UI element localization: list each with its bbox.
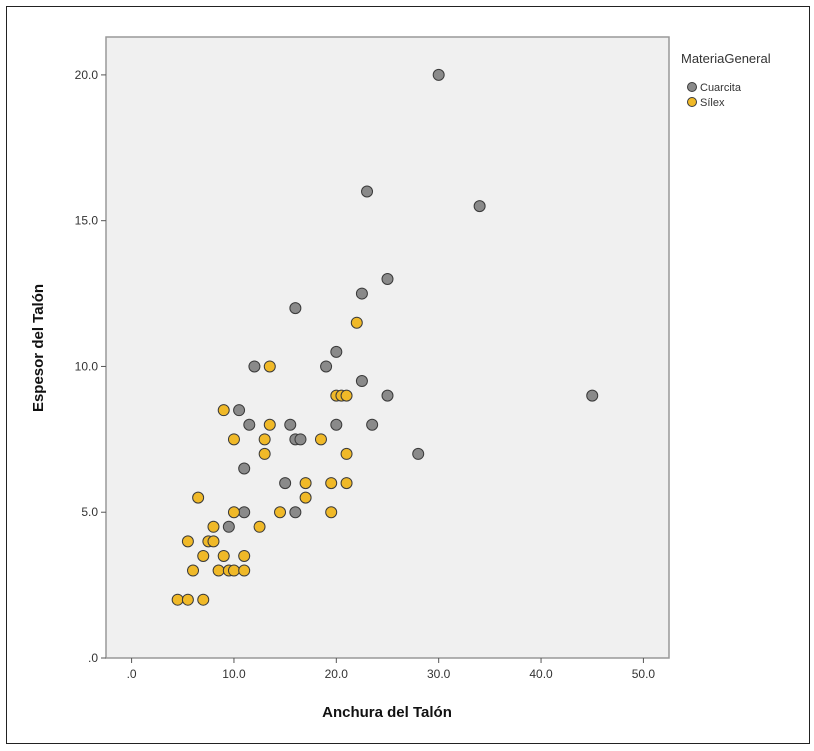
- point-cuarcita: [361, 185, 374, 198]
- point-cuarcita: [294, 433, 307, 446]
- point-silex: [258, 433, 271, 446]
- point-silex: [299, 491, 312, 504]
- point-silex: [187, 564, 200, 577]
- point-silex: [238, 549, 251, 562]
- point-silex: [207, 520, 220, 533]
- plot-area: [105, 36, 670, 659]
- legend-marker: [687, 82, 697, 92]
- point-silex: [227, 564, 240, 577]
- point-silex: [325, 506, 338, 519]
- point-silex: [274, 506, 287, 519]
- point-silex: [217, 404, 230, 417]
- y-tick-label: 15.0: [75, 214, 99, 228]
- point-cuarcita: [289, 506, 302, 519]
- point-silex: [238, 564, 251, 577]
- x-tick-label: 30.0: [427, 667, 451, 681]
- point-cuarcita: [330, 418, 343, 431]
- point-silex: [207, 535, 220, 548]
- point-silex: [263, 360, 276, 373]
- legend-items: Cuarcita Sílex: [687, 82, 742, 109]
- y-tick-label: 10.0: [75, 359, 99, 373]
- point-cuarcita: [279, 477, 292, 490]
- point-silex: [181, 593, 194, 606]
- point-silex: [197, 593, 210, 606]
- point-silex: [258, 447, 271, 460]
- point-cuarcita: [412, 447, 425, 460]
- point-cuarcita: [355, 287, 368, 300]
- point-cuarcita: [222, 520, 235, 533]
- point-silex: [253, 520, 266, 533]
- point-silex: [314, 433, 327, 446]
- point-silex: [217, 549, 230, 562]
- point-cuarcita: [284, 418, 297, 431]
- point-cuarcita: [355, 375, 368, 388]
- point-cuarcita: [233, 404, 246, 417]
- x-axis-title: Anchura del Talón: [322, 704, 452, 721]
- point-silex: [340, 447, 353, 460]
- point-silex: [340, 477, 353, 490]
- legend-title: MateriaGeneral: [681, 51, 771, 66]
- scatter-chart: Espesor del Talón Anchura del Talón .0 10…: [30, 36, 771, 721]
- point-silex: [325, 477, 338, 490]
- axis-ticks: .0 10.0 20.0 30.0 40.0 50.0 .0 5.0 10.0 15.0 20.0: [75, 68, 656, 681]
- point-cuarcita: [473, 200, 486, 213]
- y-tick-label: 20.0: [75, 68, 99, 82]
- point-silex: [227, 506, 240, 519]
- legend: MateriaGeneral Cuarcita Sílex: [681, 51, 771, 109]
- point-cuarcita: [238, 462, 251, 475]
- point-cuarcita: [289, 302, 302, 315]
- chart-frame: Espesor del Talón Anchura del Talón .0 10…: [6, 6, 810, 744]
- x-tick-label: .0: [127, 667, 137, 681]
- y-tick-label: .0: [88, 651, 98, 665]
- point-cuarcita: [248, 360, 261, 373]
- point-silex: [197, 549, 210, 562]
- point-silex: [350, 316, 363, 329]
- legend-label: Sílex: [700, 97, 725, 109]
- point-silex: [192, 491, 205, 504]
- point-cuarcita: [586, 389, 599, 402]
- point-cuarcita: [243, 418, 256, 431]
- point-silex: [263, 418, 276, 431]
- point-silex: [181, 535, 194, 548]
- point-cuarcita: [381, 272, 394, 285]
- legend-label: Cuarcita: [700, 82, 742, 94]
- point-silex: [227, 433, 240, 446]
- y-tick-label: 5.0: [81, 505, 98, 519]
- data-points: [171, 68, 599, 606]
- point-cuarcita: [238, 506, 251, 519]
- point-cuarcita: [381, 389, 394, 402]
- x-tick-label: 20.0: [325, 667, 349, 681]
- point-silex: [299, 477, 312, 490]
- x-tick-label: 40.0: [529, 667, 553, 681]
- x-tick-label: 50.0: [632, 667, 656, 681]
- legend-marker: [687, 97, 697, 107]
- point-silex: [171, 593, 184, 606]
- point-cuarcita: [320, 360, 333, 373]
- x-tick-label: 10.0: [222, 667, 246, 681]
- y-axis-title: Espesor del Talón: [30, 284, 47, 412]
- point-cuarcita: [366, 418, 379, 431]
- point-cuarcita: [432, 68, 445, 81]
- point-silex: [340, 389, 353, 402]
- point-silex: [212, 564, 225, 577]
- point-cuarcita: [330, 345, 343, 358]
